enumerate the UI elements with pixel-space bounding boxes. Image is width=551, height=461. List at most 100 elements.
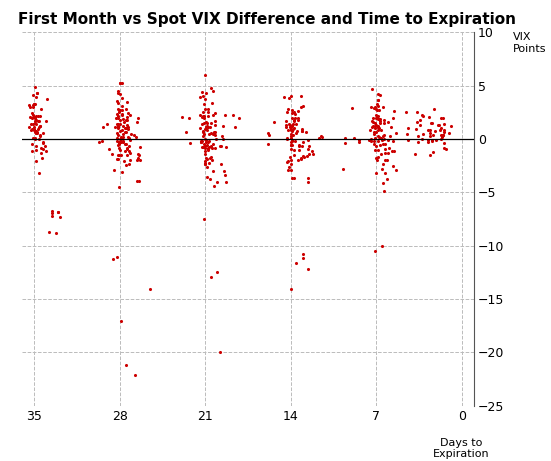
Point bbox=[117, 151, 126, 159]
Point bbox=[375, 141, 384, 148]
Point bbox=[122, 361, 131, 369]
Point bbox=[25, 123, 34, 130]
Point bbox=[424, 138, 433, 146]
Point bbox=[378, 166, 387, 173]
Point bbox=[115, 139, 123, 146]
Point bbox=[381, 156, 390, 163]
Point bbox=[379, 119, 388, 126]
Point bbox=[292, 120, 301, 127]
Point bbox=[201, 160, 209, 167]
Point bbox=[298, 138, 307, 145]
Point bbox=[382, 157, 391, 164]
Point bbox=[202, 119, 211, 126]
Point bbox=[440, 127, 449, 134]
Point bbox=[375, 106, 383, 113]
Text: First Month vs Spot VIX Difference and Time to Expiration: First Month vs Spot VIX Difference and T… bbox=[18, 12, 516, 27]
Point bbox=[125, 142, 133, 149]
Point bbox=[114, 90, 123, 97]
Point bbox=[29, 113, 38, 121]
Point bbox=[374, 115, 382, 123]
Point bbox=[34, 124, 43, 131]
Point bbox=[367, 137, 376, 145]
Point bbox=[370, 120, 379, 127]
Point bbox=[370, 137, 379, 145]
Point bbox=[289, 124, 298, 132]
Point bbox=[294, 116, 302, 124]
Point bbox=[109, 255, 118, 262]
Point bbox=[289, 120, 298, 128]
Point bbox=[133, 177, 142, 184]
Point bbox=[204, 144, 213, 151]
Point bbox=[29, 112, 37, 119]
Point bbox=[284, 120, 293, 127]
Point bbox=[132, 133, 141, 141]
Point bbox=[36, 133, 45, 140]
Point bbox=[371, 247, 380, 254]
Point bbox=[206, 124, 214, 131]
Point bbox=[294, 146, 303, 153]
Point bbox=[115, 106, 123, 114]
Point bbox=[371, 134, 380, 142]
Point bbox=[98, 123, 107, 130]
Point bbox=[36, 105, 45, 112]
Point bbox=[294, 107, 302, 115]
Point bbox=[425, 133, 434, 140]
Point bbox=[113, 98, 122, 105]
Point bbox=[196, 137, 205, 145]
Point bbox=[36, 122, 45, 130]
Point bbox=[33, 90, 42, 97]
Point bbox=[295, 142, 304, 150]
Point bbox=[31, 127, 40, 135]
Point bbox=[114, 115, 123, 122]
Point bbox=[375, 119, 384, 127]
Point bbox=[284, 166, 293, 174]
Point bbox=[383, 149, 392, 157]
Point bbox=[370, 129, 379, 136]
Point bbox=[201, 160, 210, 167]
Point bbox=[308, 147, 317, 154]
Point bbox=[288, 115, 296, 122]
Point bbox=[113, 120, 122, 127]
Point bbox=[26, 121, 35, 128]
Point bbox=[434, 121, 443, 129]
Point bbox=[305, 151, 314, 158]
Point bbox=[201, 138, 210, 146]
Point bbox=[413, 132, 422, 140]
Point bbox=[123, 113, 132, 120]
Point bbox=[195, 125, 204, 132]
Point bbox=[24, 102, 33, 109]
Point bbox=[31, 83, 40, 90]
Point bbox=[116, 138, 125, 146]
Point bbox=[197, 138, 206, 146]
Point bbox=[29, 100, 38, 107]
Point bbox=[210, 130, 219, 138]
Point bbox=[392, 166, 401, 173]
Point bbox=[217, 161, 226, 168]
Point bbox=[298, 127, 306, 135]
Point bbox=[114, 132, 122, 139]
Point bbox=[369, 118, 377, 126]
Point bbox=[198, 143, 207, 150]
Point bbox=[114, 87, 123, 95]
Point bbox=[209, 167, 218, 174]
Point bbox=[444, 129, 453, 136]
Point bbox=[286, 132, 295, 139]
Point bbox=[111, 114, 120, 121]
Point bbox=[116, 116, 125, 124]
Point bbox=[204, 105, 213, 112]
Point bbox=[37, 150, 46, 157]
Point bbox=[31, 112, 40, 120]
Point bbox=[288, 126, 297, 133]
Point bbox=[203, 124, 212, 131]
Point bbox=[52, 230, 61, 237]
Point bbox=[438, 134, 447, 141]
Point bbox=[117, 135, 126, 142]
Point bbox=[375, 134, 383, 141]
Point bbox=[287, 141, 296, 148]
Point bbox=[95, 138, 104, 146]
Point bbox=[118, 126, 127, 133]
Point bbox=[210, 131, 219, 139]
Point bbox=[211, 110, 220, 117]
Point bbox=[374, 123, 383, 130]
Point bbox=[418, 111, 426, 118]
